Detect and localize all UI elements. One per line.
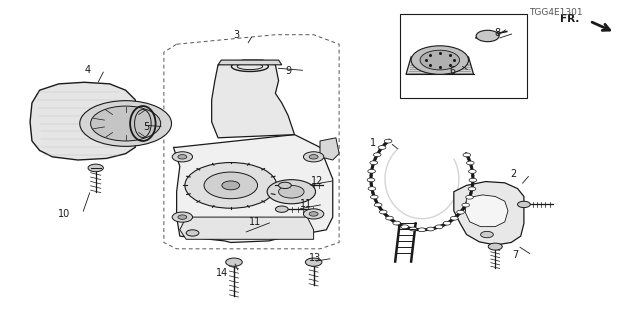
Polygon shape	[180, 217, 314, 239]
Circle shape	[367, 178, 375, 182]
Circle shape	[380, 210, 387, 214]
Circle shape	[278, 182, 291, 188]
Circle shape	[462, 203, 470, 207]
Circle shape	[371, 195, 378, 199]
Circle shape	[468, 170, 476, 173]
Text: 6: 6	[449, 66, 456, 76]
Circle shape	[275, 206, 288, 212]
Text: 3: 3	[233, 30, 239, 40]
Circle shape	[481, 231, 493, 238]
Circle shape	[222, 181, 240, 190]
Text: 2: 2	[510, 169, 516, 179]
Text: 13: 13	[309, 253, 322, 263]
Circle shape	[467, 161, 474, 165]
Circle shape	[80, 101, 172, 146]
Circle shape	[476, 30, 499, 42]
Text: 4: 4	[85, 65, 91, 75]
Bar	[399, 14, 527, 98]
Circle shape	[451, 216, 458, 220]
Circle shape	[226, 258, 243, 266]
Polygon shape	[465, 195, 508, 227]
Text: 10: 10	[58, 209, 70, 219]
Circle shape	[468, 187, 476, 191]
Circle shape	[401, 225, 408, 229]
Text: 11: 11	[249, 217, 261, 227]
Circle shape	[393, 221, 401, 225]
Circle shape	[418, 228, 426, 232]
Polygon shape	[454, 181, 524, 245]
Circle shape	[420, 50, 460, 70]
Text: 8: 8	[494, 28, 500, 38]
Circle shape	[185, 163, 276, 208]
Circle shape	[278, 185, 304, 198]
Circle shape	[91, 106, 161, 141]
Polygon shape	[30, 82, 138, 160]
Text: TGG4E1301: TGG4E1301	[529, 8, 582, 17]
Circle shape	[384, 139, 392, 143]
Circle shape	[303, 209, 324, 219]
Text: 5: 5	[143, 122, 150, 132]
Circle shape	[172, 212, 193, 222]
Circle shape	[457, 210, 465, 214]
Circle shape	[466, 195, 474, 199]
Circle shape	[435, 225, 443, 229]
Circle shape	[518, 201, 531, 208]
Circle shape	[88, 164, 103, 172]
Circle shape	[411, 46, 468, 74]
Text: 9: 9	[285, 66, 291, 76]
Circle shape	[172, 152, 193, 162]
Circle shape	[186, 230, 199, 236]
Circle shape	[410, 227, 417, 231]
Circle shape	[488, 243, 502, 250]
Circle shape	[305, 258, 322, 266]
Text: 1: 1	[370, 138, 376, 148]
Circle shape	[386, 216, 394, 220]
Polygon shape	[320, 138, 339, 160]
Polygon shape	[173, 135, 333, 243]
Text: 7: 7	[512, 250, 518, 260]
Circle shape	[469, 178, 477, 182]
Circle shape	[444, 221, 451, 225]
Polygon shape	[218, 60, 282, 65]
Circle shape	[427, 227, 435, 231]
Circle shape	[374, 203, 382, 207]
Text: 11: 11	[300, 199, 312, 209]
Circle shape	[378, 146, 386, 149]
Circle shape	[463, 153, 470, 157]
Circle shape	[309, 155, 318, 159]
Circle shape	[303, 152, 324, 162]
Polygon shape	[406, 57, 474, 74]
Circle shape	[368, 169, 376, 173]
Text: FR.: FR.	[560, 14, 579, 24]
Polygon shape	[212, 60, 294, 138]
Circle shape	[309, 212, 318, 216]
Circle shape	[370, 161, 378, 165]
Circle shape	[204, 172, 257, 199]
Text: 12: 12	[311, 176, 324, 186]
Circle shape	[178, 215, 187, 219]
Circle shape	[368, 187, 376, 190]
Circle shape	[373, 153, 381, 157]
Circle shape	[267, 180, 316, 204]
Text: 14: 14	[216, 268, 228, 278]
Circle shape	[178, 155, 187, 159]
